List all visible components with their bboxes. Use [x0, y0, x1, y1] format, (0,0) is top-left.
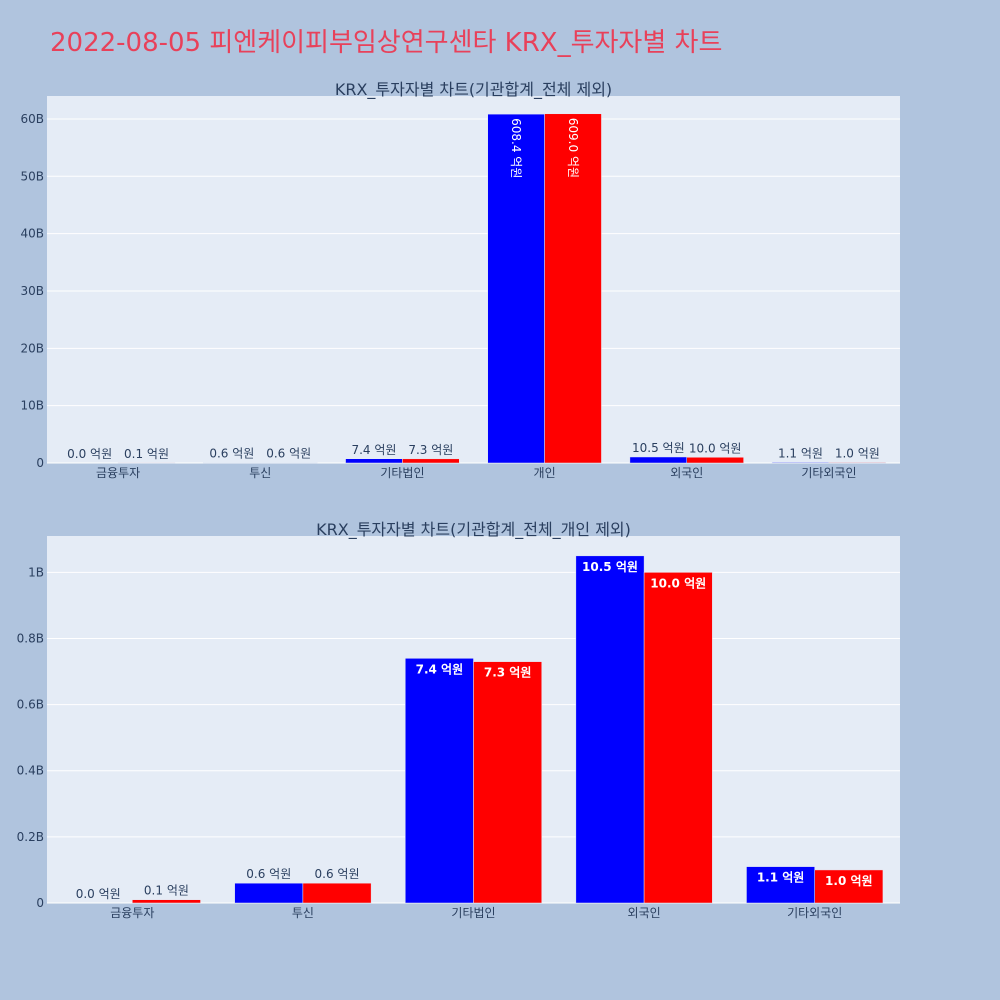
- x-tick-label: 기타외국인: [801, 466, 856, 480]
- bar: [746, 866, 815, 904]
- bar: [487, 113, 545, 464]
- bar-data-label: 0.6 억원: [266, 447, 311, 461]
- bar: [686, 457, 744, 464]
- bar-data-label: 10.0 억원: [650, 576, 706, 590]
- chart-investor-all: KRX_투자자별 차트(기관합계_전체 제외) 0 10B 20B 30B 40B 50B 6…: [20, 80, 900, 480]
- y-tick-label: 50B: [20, 169, 44, 183]
- plot-area: [47, 96, 900, 463]
- bar-data-label: 7.4 억원: [416, 662, 464, 676]
- bar-data-label: 0.0 억원: [76, 887, 121, 901]
- y-tick-label: 60B: [20, 112, 44, 126]
- y-tick-label: 20B: [20, 341, 44, 355]
- bar-data-label: 10.0 억원: [689, 441, 742, 455]
- bar-data-label: 0.6 억원: [315, 867, 360, 881]
- y-tick-label: 0.2B: [17, 830, 44, 844]
- y-tick-label: 0: [36, 456, 44, 470]
- x-tick-label: 외국인: [628, 906, 661, 920]
- chart-title: KRX_투자자별 차트(기관합계_전체_개인 제외): [316, 520, 631, 540]
- bar: [643, 572, 713, 904]
- bar: [302, 882, 372, 904]
- x-tick-label: 기타외국인: [787, 906, 842, 920]
- bar-data-label: 1.1 억원: [778, 446, 823, 460]
- bar: [575, 555, 645, 904]
- bar-data-label: 7.4 억원: [351, 443, 396, 457]
- bar: [402, 458, 460, 464]
- y-tick-label: 0: [36, 896, 44, 910]
- bar-data-label: 0.6 억원: [209, 447, 254, 461]
- y-tick-label: 0.6B: [17, 698, 44, 712]
- bar-data-label: 608.4 억원: [509, 118, 523, 178]
- y-tick-label: 40B: [20, 227, 44, 241]
- y-tick-label: 30B: [20, 284, 44, 298]
- bar: [544, 113, 602, 464]
- bar-data-label: 1.0 억원: [835, 446, 880, 460]
- x-tick-label: 기타법인: [451, 906, 495, 920]
- y-tick-label: 0.4B: [17, 764, 44, 778]
- x-tick-label: 투신: [249, 466, 271, 480]
- bar-data-label: 1.1 억원: [757, 871, 805, 885]
- bar: [405, 658, 474, 904]
- x-tick-label: 기타법인: [380, 466, 424, 480]
- bar: [132, 899, 201, 904]
- bar-data-label: 7.3 억원: [408, 443, 453, 457]
- y-tick-label: 1B: [28, 565, 44, 579]
- bar-data-label: 0.0 억원: [67, 447, 112, 461]
- bar-data-label: 1.0 억원: [825, 874, 873, 888]
- y-tick-label: 10B: [20, 399, 44, 413]
- chart-title: KRX_투자자별 차트(기관합계_전체 제외): [335, 80, 612, 100]
- bar: [234, 882, 304, 904]
- bar-data-label: 10.5 억원: [632, 441, 685, 455]
- bar-data-label: 0.1 억원: [144, 884, 189, 898]
- x-tick-label: 금융투자: [110, 906, 154, 920]
- bar: [814, 869, 884, 904]
- x-tick-label: 외국인: [670, 466, 703, 480]
- bar-data-label: 609.0 억원: [566, 118, 580, 178]
- bar-data-label: 0.1 억원: [124, 447, 169, 461]
- y-tick-label: 0.8B: [17, 631, 44, 645]
- bar: [828, 462, 887, 464]
- page-title: 2022-08-05 피엔케이피부임상연구센타 KRX_투자자별 차트: [50, 28, 723, 58]
- bar: [473, 661, 542, 904]
- bar-data-label: 0.6 억원: [246, 867, 291, 881]
- bar-data-label: 7.3 억원: [484, 666, 532, 680]
- bar-data-label: 10.5 억원: [582, 560, 638, 574]
- x-tick-label: 투신: [292, 906, 314, 920]
- x-tick-label: 개인: [534, 466, 556, 480]
- x-tick-label: 금융투자: [96, 466, 140, 480]
